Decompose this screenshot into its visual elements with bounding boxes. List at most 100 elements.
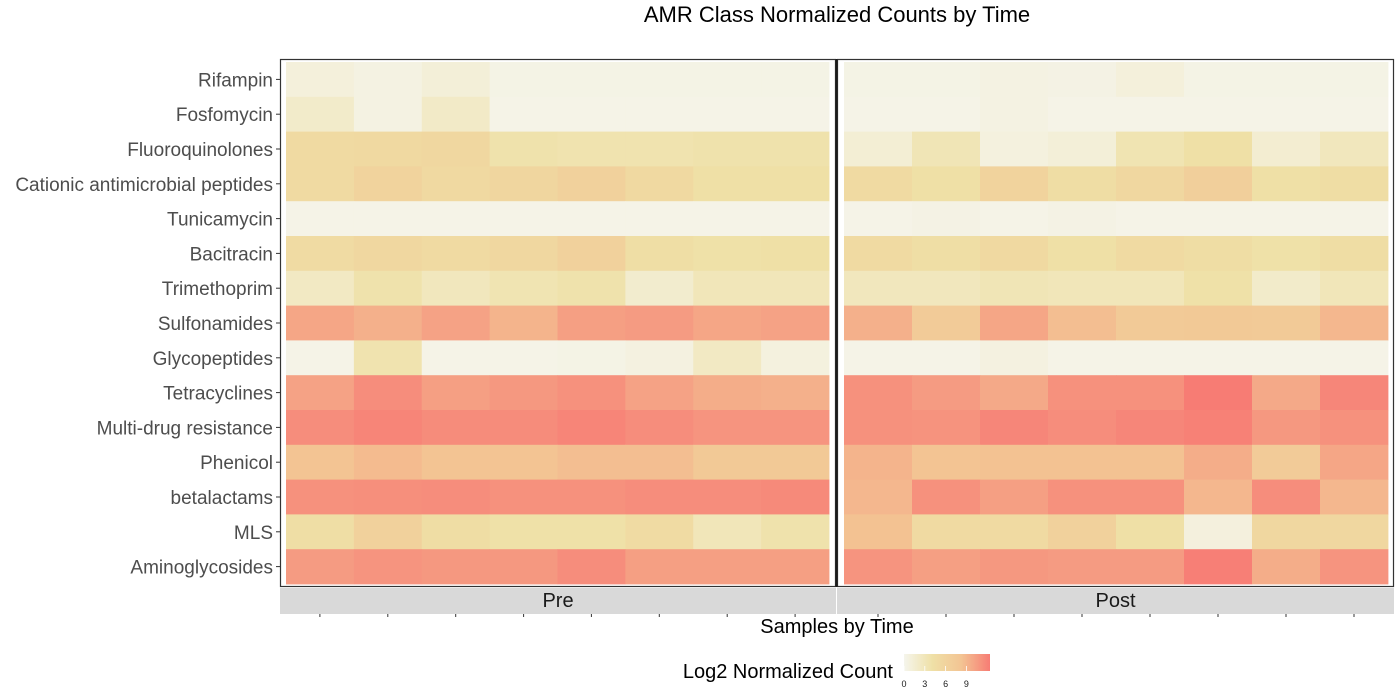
heatmap-cell <box>844 444 913 480</box>
heatmap-cell <box>1320 236 1389 272</box>
heatmap-cell <box>761 444 830 480</box>
heatmap-cell <box>353 62 423 98</box>
heatmap-cell <box>557 270 626 306</box>
heatmap-cell <box>286 131 355 167</box>
heatmap-cell <box>557 514 626 550</box>
heatmap-cell <box>1320 201 1389 237</box>
heatmap-cell <box>844 166 913 202</box>
heatmap-cell <box>912 96 981 132</box>
heatmap-cell <box>1048 340 1117 376</box>
heatmap-cell <box>693 444 762 480</box>
heatmap-cell <box>1320 166 1389 202</box>
heatmap-cell <box>912 444 981 480</box>
heatmap-cell <box>1320 270 1389 306</box>
heatmap-cell <box>286 305 355 341</box>
heatmap-cell <box>1252 131 1321 167</box>
heatmap-cell <box>1184 270 1253 306</box>
heatmap-cell <box>353 479 423 515</box>
legend-tick-label: 6 <box>943 679 948 689</box>
heatmap-cell <box>421 166 491 202</box>
heatmap-cell <box>761 131 830 167</box>
heatmap-cell <box>1116 166 1185 202</box>
heatmap-cell <box>693 305 762 341</box>
y-tick-label: betalactams <box>171 488 273 509</box>
heatmap-cell <box>1048 96 1117 132</box>
heatmap-cell <box>489 375 558 411</box>
heatmap-cell <box>980 375 1049 411</box>
heatmap-cell <box>1320 444 1389 480</box>
heatmap-cell <box>489 62 558 98</box>
heatmap-cell <box>1184 514 1253 550</box>
heatmap-cell <box>1116 270 1185 306</box>
heatmap-cell <box>1252 236 1321 272</box>
heatmap-cell <box>1320 305 1389 341</box>
heatmap-cell <box>1320 340 1389 376</box>
heatmap-cell <box>625 375 694 411</box>
heatmap-cell <box>980 131 1049 167</box>
heatmap-cell <box>1184 166 1253 202</box>
heatmap-cell <box>980 479 1049 515</box>
heatmap-cell <box>625 236 694 272</box>
heatmap-cell <box>421 236 491 272</box>
heatmap-cell <box>286 410 355 446</box>
chart-title: AMR Class Normalized Counts by Time <box>644 2 1030 27</box>
heatmap-cell <box>1048 549 1117 585</box>
heatmap-cell <box>1252 340 1321 376</box>
heatmap-cell <box>421 62 491 98</box>
y-tick-label: Glycopeptides <box>153 349 273 370</box>
heatmap-cell <box>912 340 981 376</box>
heatmap-cell <box>1116 444 1185 480</box>
legend-tick-label: 3 <box>922 679 927 689</box>
heatmap-cell <box>844 131 913 167</box>
heatmap-cell <box>761 201 830 237</box>
heatmap-cell <box>489 166 558 202</box>
heatmap-cell <box>1184 62 1253 98</box>
heatmap-cell <box>912 236 981 272</box>
heatmap-cell <box>353 549 423 585</box>
heatmap-cell <box>1320 514 1389 550</box>
y-tick-label: Sulfonamides <box>158 314 273 335</box>
heatmap-cell <box>1320 375 1389 411</box>
heatmap-cell <box>1320 549 1389 585</box>
heatmap-cell <box>421 479 491 515</box>
y-tick-label: Tunicamycin <box>167 210 273 231</box>
heatmap-cell <box>1252 270 1321 306</box>
heatmap-cell <box>844 236 913 272</box>
heatmap-cell <box>761 410 830 446</box>
legend-title: Log2 Normalized Count <box>683 661 894 683</box>
heatmap-cell <box>844 549 913 585</box>
heatmap-cell <box>1184 375 1253 411</box>
heatmap-cell <box>980 270 1049 306</box>
heatmap-cell <box>693 236 762 272</box>
heatmap-cell <box>625 479 694 515</box>
legend-colorbar <box>904 654 990 671</box>
heatmap-cell <box>421 201 491 237</box>
heatmap-cell <box>557 375 626 411</box>
heatmap-cell <box>912 375 981 411</box>
heatmap-cell <box>625 62 694 98</box>
heatmap-cell <box>980 236 1049 272</box>
heatmap-cell <box>625 131 694 167</box>
heatmap-cell <box>693 62 762 98</box>
heatmap-cell <box>353 96 423 132</box>
heatmap-cell <box>980 166 1049 202</box>
heatmap-cell <box>489 270 558 306</box>
heatmap-cell <box>1252 305 1321 341</box>
y-tick-label: Fosfomycin <box>176 105 273 126</box>
heatmap-cell <box>912 305 981 341</box>
heatmap-cell <box>844 305 913 341</box>
heatmap-cell <box>761 340 830 376</box>
heatmap-cell <box>1184 305 1253 341</box>
heatmap-cell <box>844 201 913 237</box>
heatmap-cell <box>625 96 694 132</box>
heatmap-cell <box>1184 96 1253 132</box>
heatmap-cell <box>912 201 981 237</box>
heatmap-cell <box>286 340 355 376</box>
heatmap-cell <box>1048 166 1117 202</box>
y-tick-label: Multi-drug resistance <box>97 418 273 439</box>
heatmap-cell <box>489 444 558 480</box>
heatmap-cell <box>1184 236 1253 272</box>
heatmap-cell <box>286 549 355 585</box>
heatmap-cell <box>980 410 1049 446</box>
heatmap-cell <box>693 166 762 202</box>
